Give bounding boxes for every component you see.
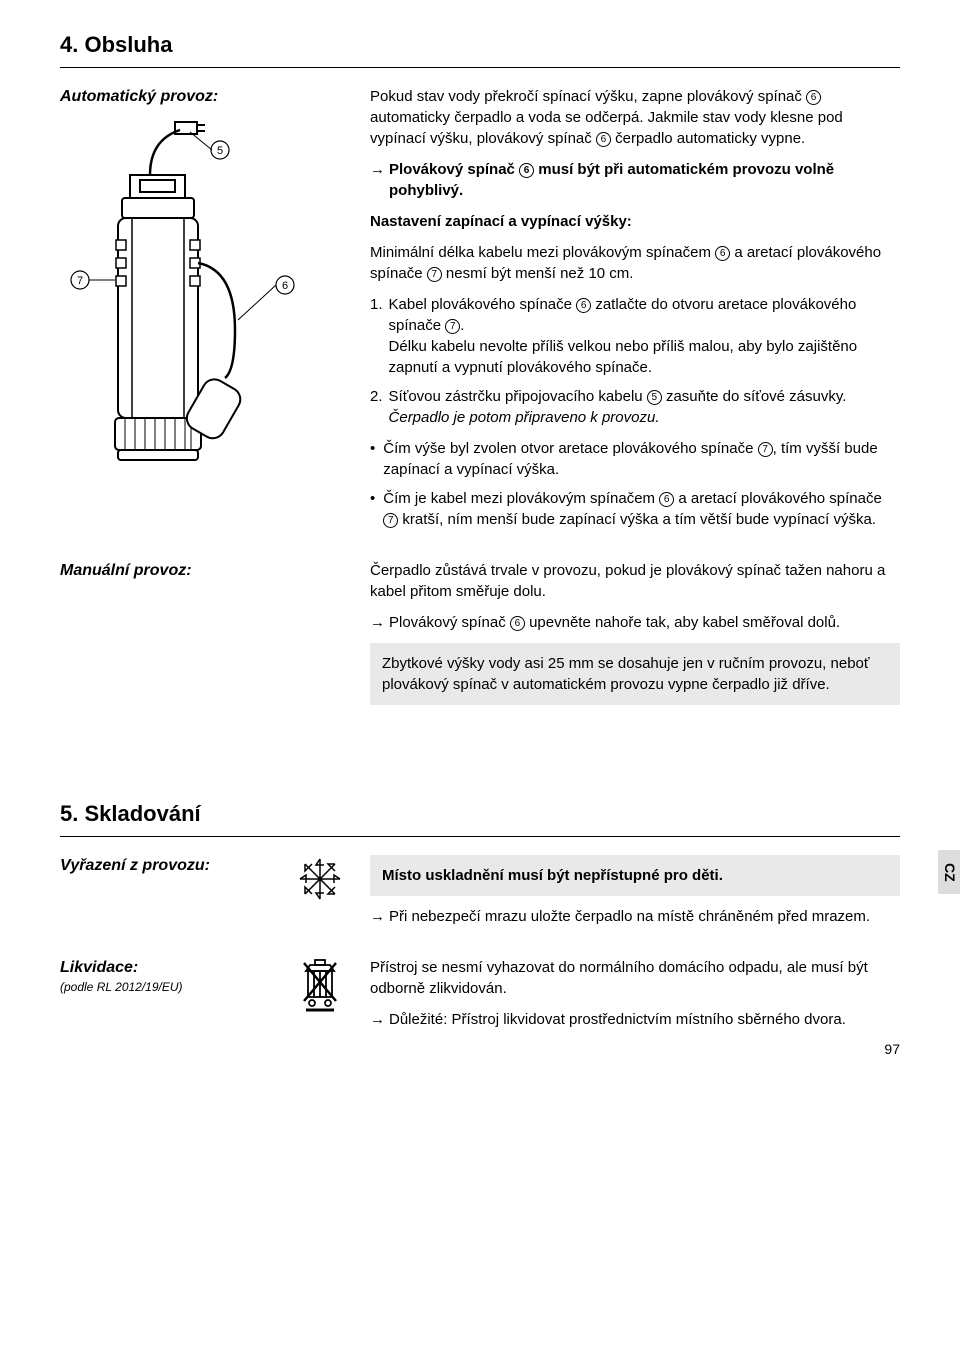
decomm-arrow1: → Při nebezpečí mrazu uložte čerpadlo na… — [370, 906, 900, 927]
snowflake-icon — [290, 855, 350, 937]
weee-icon — [290, 957, 350, 1040]
decomm-note: Místo uskladnění musí být nepřístupné pr… — [370, 855, 900, 896]
decomm-block: Vyřazení z provozu: — [60, 855, 900, 937]
callout-5: 5 — [217, 145, 223, 157]
section-5-rule — [60, 836, 900, 837]
auto-arrow1: → Plovákový spínač 6 musí být při automa… — [370, 159, 900, 201]
disposal-sub: (podle RL 2012/19/EU) — [60, 979, 280, 996]
language-tab: CZ — [938, 850, 960, 894]
section-4-rule — [60, 67, 900, 68]
section-5-heading: 5. Skladování — [60, 799, 900, 830]
auto-block: Automatický provoz: 5 — [60, 86, 900, 540]
callout-6: 6 — [282, 280, 288, 292]
auto-subheading: Nastavení zapínací a vypínací výšky: — [370, 211, 900, 232]
manual-p1: Čerpadlo zůstává trvale v provozu, pokud… — [370, 560, 900, 602]
disposal-block: Likvidace: (podle RL 2012/19/EU) — [60, 957, 900, 1040]
auto-bullets: • Čím výše byl zvolen otvor aretace plov… — [370, 438, 900, 530]
manual-note: Zbytkové výšky vody asi 25 mm se dosahuj… — [370, 643, 900, 705]
auto-label: Automatický provoz: — [60, 86, 350, 108]
auto-numbered-list: 1. Kabel plovákového spínače 6 zatlačte … — [370, 294, 900, 428]
manual-label: Manuální provoz: — [60, 560, 350, 582]
auto-p1: Pokud stav vody překročí spínací výšku, … — [370, 86, 900, 149]
manual-arrow1: → Plovákový spínač 6 upevněte nahoře tak… — [370, 612, 900, 633]
auto-p2: Minimální délka kabelu mezi plovákovým s… — [370, 242, 900, 284]
disposal-p1: Přístroj se nesmí vyhazovat do normálníh… — [370, 957, 900, 999]
decomm-label: Vyřazení z provozu: — [60, 855, 280, 877]
pump-diagram: 5 — [60, 120, 350, 496]
section-4-heading: 4. Obsluha — [60, 30, 900, 61]
disposal-label: Likvidace: — [60, 957, 280, 979]
page-number: 97 — [884, 1040, 900, 1060]
disposal-arrow1: → Důležité: Přístroj likvidovat prostřed… — [370, 1009, 900, 1030]
callout-7: 7 — [77, 275, 83, 287]
manual-block: Manuální provoz: Čerpadlo zůstává trvale… — [60, 560, 900, 719]
